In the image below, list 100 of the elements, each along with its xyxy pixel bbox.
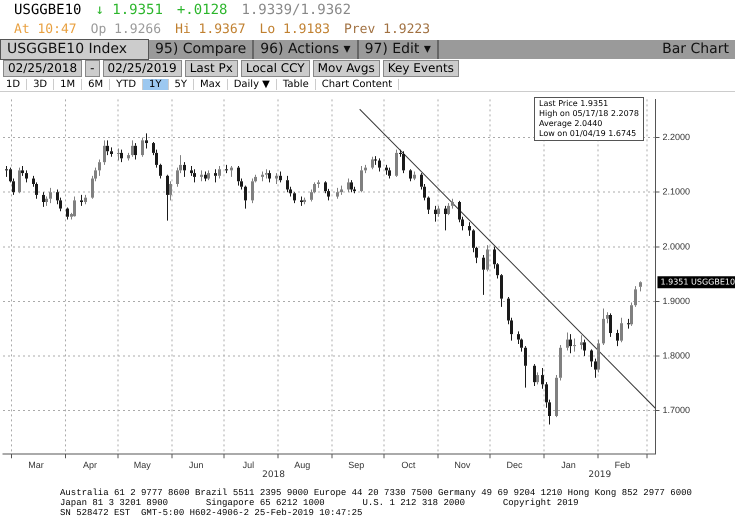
candlestick bbox=[84, 194, 87, 205]
candlestick bbox=[541, 367, 544, 390]
candlestick bbox=[620, 317, 623, 343]
candlestick bbox=[427, 196, 430, 215]
x-tick-label: May bbox=[134, 460, 152, 470]
candlestick bbox=[360, 165, 363, 193]
text: Prev 1.9223 bbox=[344, 22, 430, 36]
candlestick bbox=[120, 149, 123, 163]
candlestick bbox=[395, 149, 398, 178]
candlestick bbox=[555, 374, 558, 418]
candlestick bbox=[265, 168, 268, 180]
text: 1Y bbox=[143, 78, 169, 90]
text: 1.9351 USGGBE10 bbox=[660, 277, 735, 286]
candlestick bbox=[606, 312, 609, 324]
x-tick-label: Mar bbox=[28, 460, 44, 470]
candlestick bbox=[580, 334, 583, 350]
candlestick bbox=[583, 339, 586, 356]
candlestick bbox=[402, 150, 405, 174]
candlestick bbox=[573, 338, 576, 352]
text: 1.9339/1.9362 bbox=[241, 2, 352, 18]
candlestick bbox=[145, 132, 148, 150]
text: 02/25/2019 bbox=[102, 60, 182, 77]
candlestick bbox=[630, 302, 633, 326]
x-tick-label: Jun bbox=[188, 460, 204, 470]
candlestick bbox=[437, 205, 440, 218]
x-tick-label: Sep bbox=[348, 460, 364, 470]
x-tick-label: Nov bbox=[454, 460, 471, 470]
text: Bar Chart bbox=[661, 40, 730, 59]
text: - bbox=[85, 60, 100, 77]
candlestick bbox=[300, 196, 303, 206]
candlestick bbox=[303, 197, 306, 205]
candlestick bbox=[639, 280, 642, 292]
candlestick bbox=[73, 196, 76, 216]
text: 97) Edit ▾ bbox=[358, 40, 439, 59]
candlestick bbox=[536, 372, 539, 385]
candlestick bbox=[533, 364, 536, 386]
text: SN 528472 EST GMT-5:00 H602-4906-2 25-Feb-2019 10:47:25 bbox=[60, 508, 364, 518]
text: 6M bbox=[82, 78, 110, 90]
text: Hi 1.9367 bbox=[175, 22, 246, 36]
text: 95) Compare bbox=[149, 40, 254, 59]
candlestick bbox=[524, 346, 527, 388]
candlestick bbox=[21, 165, 24, 176]
candlestick bbox=[106, 140, 109, 156]
text: Local CCY bbox=[240, 60, 310, 77]
candlestick bbox=[110, 146, 113, 158]
text: 5Y bbox=[168, 78, 194, 90]
annotation: Last Price 1.9351 bbox=[539, 99, 610, 109]
candlestick bbox=[340, 185, 343, 196]
candlestick bbox=[169, 180, 172, 201]
candlestick bbox=[616, 329, 619, 347]
candlestick bbox=[80, 194, 83, 206]
text: 2019 bbox=[588, 470, 612, 480]
x-tick-label: Dec bbox=[506, 460, 524, 470]
candlestick bbox=[500, 274, 503, 308]
candlestick bbox=[364, 164, 367, 174]
annotation: Low on 01/04/19 1.6745 bbox=[539, 129, 638, 139]
text: Lo 1.9183 bbox=[260, 22, 330, 36]
candlestick bbox=[378, 158, 381, 172]
candlestick bbox=[25, 170, 28, 183]
candlestick bbox=[597, 339, 600, 373]
candlestick bbox=[293, 192, 296, 204]
candlestick bbox=[214, 168, 217, 183]
text: Chart Content bbox=[316, 78, 400, 90]
x-tick-label: Aug bbox=[294, 460, 310, 470]
chart-title: USGGBE10 Index bbox=[0, 39, 149, 60]
candlestick bbox=[237, 165, 240, 186]
candlestick bbox=[444, 205, 447, 231]
y-tick-label: 1.7000 bbox=[662, 405, 690, 416]
candlestick bbox=[275, 172, 278, 185]
candlestick bbox=[268, 170, 271, 183]
candlestick bbox=[45, 196, 48, 206]
x-tick-label: Feb bbox=[614, 460, 630, 470]
candlestick bbox=[141, 137, 144, 158]
candlestick bbox=[218, 165, 221, 180]
candlestick bbox=[18, 167, 21, 194]
text: Daily ▼ bbox=[228, 78, 277, 90]
y-tick-label: 1.9000 bbox=[662, 296, 690, 306]
text: Last Px bbox=[184, 60, 238, 77]
y-tick-label: 1.8000 bbox=[662, 350, 690, 360]
candlestick bbox=[279, 170, 282, 183]
candlestick bbox=[166, 174, 169, 222]
annotation: Average 2.0440 bbox=[539, 119, 604, 129]
candlestick bbox=[286, 175, 289, 193]
candlestick bbox=[336, 187, 339, 200]
candlestick bbox=[159, 163, 162, 180]
text: +.0128 bbox=[176, 2, 228, 18]
candlestick bbox=[385, 164, 388, 176]
candlestick bbox=[409, 168, 412, 182]
candlestick bbox=[566, 332, 569, 351]
candlestick bbox=[590, 348, 593, 368]
candlestick bbox=[207, 170, 210, 181]
candlestick bbox=[244, 185, 247, 210]
candlestick bbox=[602, 308, 605, 346]
candlestick bbox=[468, 222, 471, 236]
candlestick bbox=[317, 180, 320, 188]
candlestick bbox=[609, 312, 612, 338]
text: 96) Actions ▾ bbox=[254, 40, 359, 59]
candlestick bbox=[261, 170, 264, 182]
candlestick bbox=[347, 178, 350, 193]
text: Japan 81 3 3201 8900 Singapore 65 6212 1000 U.S. 1 212 318 2000 Copyright 2019 bbox=[60, 498, 580, 508]
